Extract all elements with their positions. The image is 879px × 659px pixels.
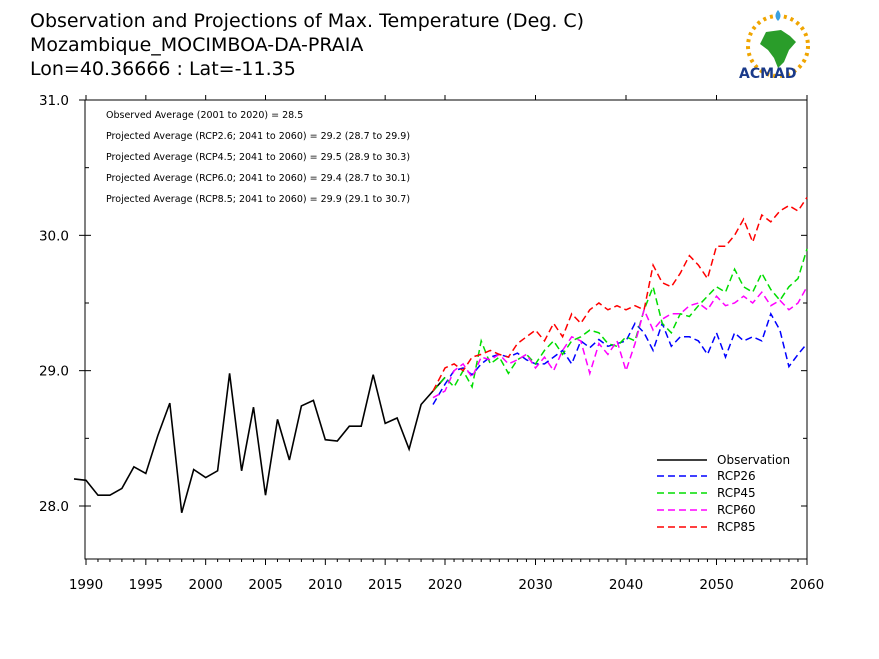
x-tick-label: 2030 bbox=[518, 577, 552, 593]
y-tick-label: 31.0 bbox=[39, 93, 69, 109]
legend-label-rcp26: RCP26 bbox=[717, 469, 756, 483]
note-rcp60-average: Projected Average (RCP6.0; 2041 to 2060)… bbox=[106, 173, 410, 184]
series-line-rcp60 bbox=[432, 286, 808, 399]
x-tick-label: 2015 bbox=[368, 577, 402, 593]
series-line-rcp45 bbox=[432, 248, 808, 392]
x-axis-tick-labels: 1990 1995 2000 2005 2010 2015 2020 2030 2040 2050… bbox=[69, 577, 824, 593]
note-observed-average: Observed Average (2001 to 2020) = 28.5 bbox=[106, 110, 303, 121]
x-tick-label: 2005 bbox=[248, 577, 282, 593]
note-rcp45-average: Projected Average (RCP4.5; 2041 to 2060)… bbox=[106, 152, 410, 163]
legend: Observation RCP26 RCP45 RCP60 RCP85 bbox=[657, 453, 790, 534]
africa-map-logo-icon bbox=[746, 10, 810, 78]
x-tick-label: 2050 bbox=[699, 577, 733, 593]
chart-title-line3: Lon=40.36666 : Lat=-11.35 bbox=[30, 58, 296, 80]
y-axis-tick-labels: 28.0 29.0 30.0 31.0 bbox=[39, 93, 69, 515]
x-tick-label: 2000 bbox=[188, 577, 222, 593]
note-rcp85-average: Projected Average (RCP8.5; 2041 to 2060)… bbox=[106, 194, 410, 205]
x-tick-label: 2020 bbox=[428, 577, 462, 593]
plot-frame bbox=[84, 99, 808, 560]
annotation-notes: Observed Average (2001 to 2020) = 28.5 P… bbox=[106, 110, 410, 205]
x-tick-label: 2010 bbox=[308, 577, 342, 593]
series-lines bbox=[73, 196, 808, 514]
note-rcp26-average: Projected Average (RCP2.6; 2041 to 2060)… bbox=[106, 131, 410, 142]
y-tick-label: 28.0 bbox=[39, 499, 69, 515]
y-tick-label: 30.0 bbox=[39, 228, 69, 244]
logo-text: ACMAD bbox=[739, 66, 797, 82]
x-tick-label: 2040 bbox=[609, 577, 643, 593]
axis-ticks bbox=[79, 95, 808, 565]
series-line-rcp85 bbox=[432, 196, 808, 392]
legend-label-rcp60: RCP60 bbox=[717, 503, 756, 517]
y-tick-label: 29.0 bbox=[39, 364, 69, 380]
x-tick-label: 1990 bbox=[69, 577, 103, 593]
series-line-observation bbox=[73, 373, 446, 514]
chart-title-line2: Mozambique_MOCIMBOA-DA-PRAIA bbox=[30, 34, 363, 56]
x-tick-label: 1995 bbox=[129, 577, 163, 593]
legend-label-rcp45: RCP45 bbox=[717, 486, 756, 500]
chart-title-line1: Observation and Projections of Max. Temp… bbox=[30, 10, 584, 32]
legend-label-rcp85: RCP85 bbox=[717, 520, 756, 534]
x-tick-label: 2060 bbox=[790, 577, 824, 593]
legend-label-observation: Observation bbox=[717, 453, 790, 467]
